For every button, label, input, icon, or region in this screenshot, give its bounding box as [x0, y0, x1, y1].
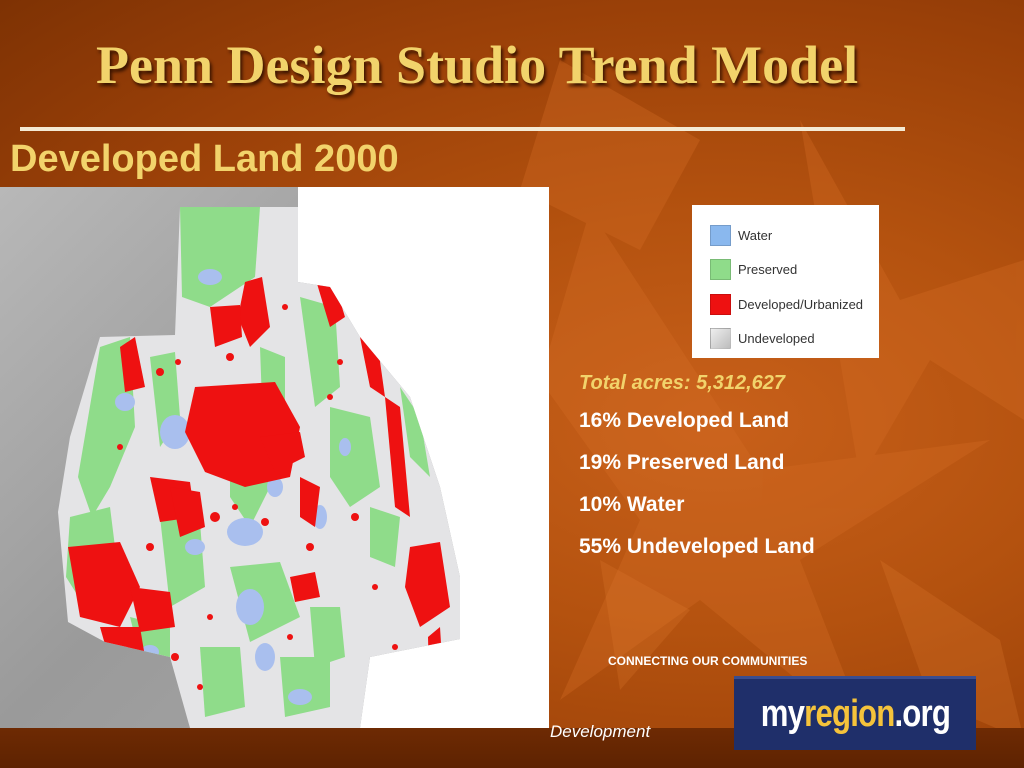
legend-item-undeveloped: Undeveloped [710, 322, 879, 357]
legend-item-water: Water [710, 218, 879, 253]
land-use-map [0, 187, 549, 728]
myregion-logo: myregion.org [734, 676, 976, 750]
legend-label-preserved: Preserved [738, 262, 798, 278]
map-legend: Water Preserved Developed/Urbanized Unde… [692, 205, 879, 358]
total-acres: Total acres: 5,312,627 [579, 372, 786, 394]
logo-org: .org [894, 693, 950, 735]
tagline: CONNECTING OUR COMMUNITIES [608, 654, 808, 668]
stat-preserved: 19% Preserved Land [579, 451, 785, 474]
map-graphic [0, 187, 549, 728]
slide-title: Penn Design Studio Trend Model [96, 35, 859, 95]
legend-item-developed: Developed/Urbanized [710, 287, 879, 322]
title-divider [20, 127, 905, 131]
stat-undeveloped: 55% Undeveloped Land [579, 535, 815, 558]
legend-item-preserved: Preserved [710, 253, 879, 288]
land-statistics: Total acres: 5,312,627 16% Developed Lan… [579, 372, 815, 577]
stat-water: 10% Water [579, 493, 685, 516]
logo-my: my [760, 693, 804, 735]
legend-swatch-preserved [710, 259, 731, 281]
legend-swatch-undeveloped [710, 328, 731, 350]
legend-label-water: Water [738, 227, 773, 243]
legend-swatch-water [710, 224, 731, 246]
legend-label-undeveloped: Undeveloped [738, 331, 815, 347]
legend-swatch-developed [710, 293, 731, 315]
logo-region: region [803, 693, 895, 735]
ocean-area [298, 187, 549, 728]
logo-text: myregion.org [760, 693, 950, 736]
slide-subtitle: Developed Land 2000 [10, 138, 399, 180]
stat-developed: 16% Developed Land [579, 409, 790, 432]
caption-development: Development [550, 722, 651, 741]
legend-label-developed: Developed/Urbanized [738, 296, 864, 312]
